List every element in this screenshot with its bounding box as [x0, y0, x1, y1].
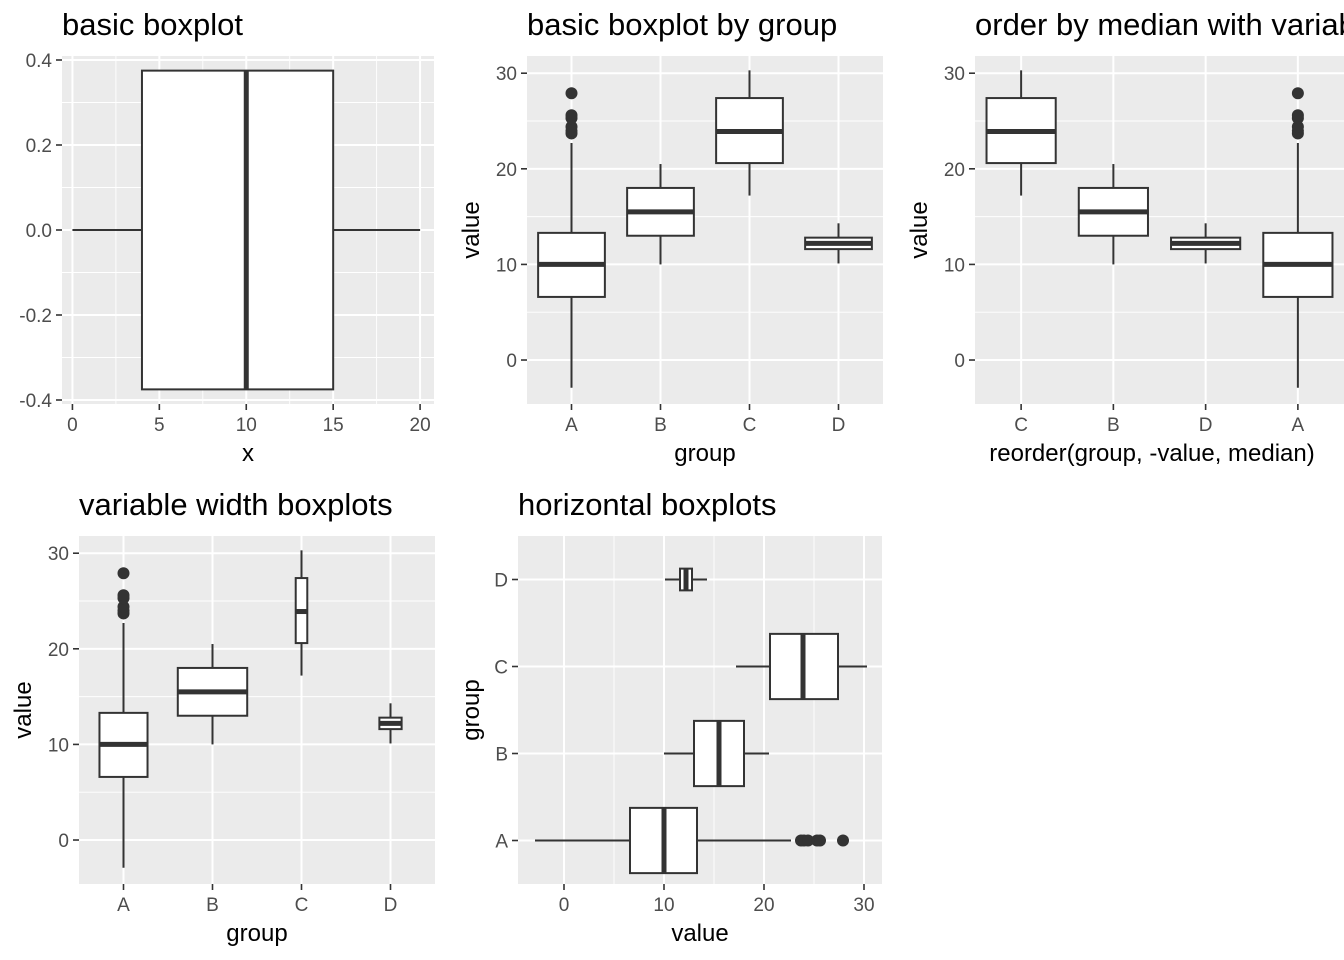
x-tick-label: 10 [236, 415, 257, 436]
y-tick-label: 20 [496, 160, 517, 181]
y-tick-label: A [495, 832, 508, 853]
y-tick-label: 0 [954, 351, 965, 372]
outlier-point [565, 120, 578, 133]
axis-ticks: 0 10 20 30 C B D A [944, 64, 1305, 436]
outlier-point [837, 834, 849, 847]
x-tick-label: D [1199, 415, 1213, 436]
outlier-point [1291, 87, 1304, 100]
x-tick-label: B [654, 415, 667, 436]
plot-title: basic boxplot [62, 7, 243, 42]
y-axis-title: value [906, 201, 933, 258]
x-tick-label: 30 [853, 895, 874, 916]
x-tick-label: C [1014, 415, 1028, 436]
plot-title: order by median with variable width [975, 7, 1344, 42]
x-axis-title: value [671, 920, 728, 947]
x-tick-label: B [1107, 415, 1120, 436]
outlier-point [565, 109, 578, 122]
y-tick-label: 0.2 [26, 136, 52, 157]
y-tick-label: 10 [48, 735, 69, 756]
plot-variable-width-boxplots: variable width boxplots 0 10 20 30 A B C D grou… [10, 487, 435, 947]
x-tick-label: C [743, 415, 757, 436]
y-tick-label: D [494, 571, 508, 592]
x-tick-label: 15 [323, 415, 344, 436]
outlier-point [117, 600, 130, 613]
y-tick-label: 20 [48, 640, 69, 661]
y-axis-title: group [458, 679, 485, 740]
outlier-point [1291, 120, 1304, 133]
axis-ticks: 0 10 20 30 A B C D [48, 544, 398, 916]
x-axis-title: group [226, 920, 287, 947]
x-tick-label: A [117, 895, 130, 916]
plot-basic-boxplot: basic boxplot 0 5 10 15 20-0.4-0.20.00.20.4 … [19, 7, 434, 467]
x-tick-label: D [832, 415, 846, 436]
y-axis-title: value [458, 201, 485, 258]
x-tick-label: A [565, 415, 578, 436]
plot-panel [79, 536, 435, 884]
plot-panel [527, 56, 883, 404]
x-tick-label: 20 [753, 895, 774, 916]
outlier-point [565, 87, 578, 100]
y-tick-label: 0 [506, 351, 517, 372]
plot-title: horizontal boxplots [518, 487, 777, 522]
x-tick-label: C [295, 895, 309, 916]
boxplot-marks [537, 70, 873, 388]
x-tick-label: A [1292, 415, 1305, 436]
y-tick-label: 0.0 [26, 221, 52, 242]
x-axis-title: x [242, 440, 254, 467]
y-tick-label: 10 [944, 255, 965, 276]
x-tick-label: B [206, 895, 219, 916]
y-tick-label: 30 [944, 64, 965, 85]
x-tick-label: 0 [67, 415, 78, 436]
y-tick-label: C [494, 658, 508, 679]
outlier-point [1291, 109, 1304, 122]
y-tick-label: B [495, 745, 508, 766]
y-tick-label: -0.4 [19, 391, 52, 412]
boxplot-marks [535, 567, 867, 875]
x-tick-label: 5 [154, 415, 165, 436]
axis-ticks: 0 10 20 30 A B C D [494, 571, 874, 917]
x-tick-label: D [384, 895, 398, 916]
plot-horizontal-boxplots: horizontal boxplots 0 10 20 30 A B C D value gr… [458, 487, 882, 947]
x-tick-label: 0 [559, 895, 570, 916]
y-tick-label: 10 [496, 255, 517, 276]
x-tick-label: 20 [410, 415, 431, 436]
y-tick-label: 0.4 [26, 51, 53, 72]
outlier-point [117, 567, 130, 580]
plot-panel [518, 536, 882, 884]
x-tick-label: 10 [653, 895, 674, 916]
y-tick-label: 30 [496, 64, 517, 85]
plot-title: variable width boxplots [79, 487, 393, 522]
y-tick-label: -0.2 [19, 306, 52, 327]
y-axis-title: value [10, 681, 37, 738]
box [140, 69, 335, 391]
outlier-point [814, 834, 826, 847]
plot-basic-boxplot-by-group: basic boxplot by group 0 10 20 30 A B C D group… [458, 7, 883, 467]
outlier-point [117, 589, 130, 602]
boxplot-marks [985, 70, 1334, 388]
axis-ticks: 0 10 20 30 A B C D [496, 64, 846, 436]
y-tick-label: 0 [58, 831, 69, 852]
plot-title: basic boxplot by group [527, 7, 837, 42]
plot-order-by-median: order by median with variable width 0 10 2… [906, 7, 1344, 467]
x-axis-title: reorder(group, -value, median) [989, 440, 1315, 467]
outlier-point [802, 834, 814, 847]
boxplot-marks [98, 550, 403, 868]
y-tick-label: 20 [944, 160, 965, 181]
y-tick-label: 30 [48, 544, 69, 565]
axis-ticks: 0 5 10 15 20 -0.4 -0.2 0.0 0.2 0.4 [19, 51, 430, 436]
boxplot-marks [72, 69, 421, 391]
x-axis-title: group [674, 440, 735, 467]
